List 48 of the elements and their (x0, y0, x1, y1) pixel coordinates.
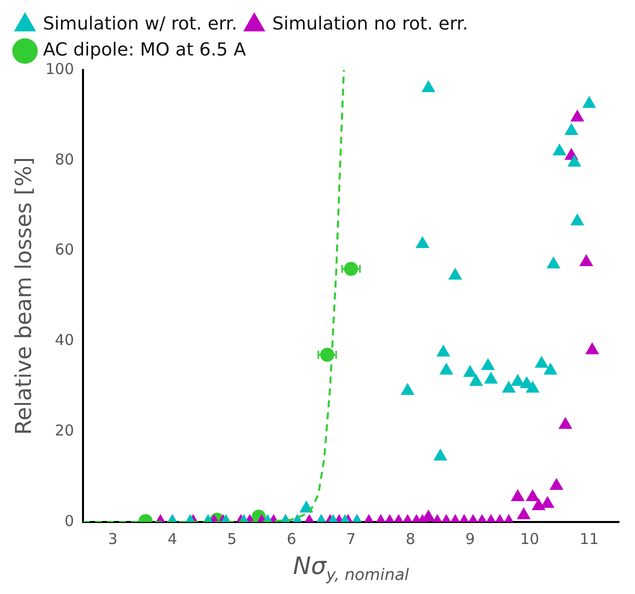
point (433, 448, 448, 460)
legend-label: AC dipole: MO at 6.5 A (43, 40, 247, 61)
point (416, 236, 430, 248)
y-axis-title: Relative beam losses [%] (12, 157, 37, 435)
y-tick-label: 80 (54, 150, 74, 168)
point (436, 344, 450, 356)
x-tick-label: 3 (108, 530, 118, 548)
y-tick-label: 60 (54, 240, 74, 259)
point (422, 80, 436, 92)
point (570, 213, 584, 226)
point (439, 362, 454, 375)
y-tick-label: 100 (45, 60, 74, 78)
point (552, 143, 566, 156)
point (585, 342, 600, 354)
point (481, 358, 495, 370)
point (400, 382, 415, 395)
y-tick-label: 40 (54, 331, 74, 350)
point (558, 416, 572, 429)
point (463, 364, 478, 377)
x-tick-label: 7 (346, 530, 356, 548)
point (299, 500, 314, 512)
point (567, 154, 582, 167)
x-tick-label: 6 (286, 530, 296, 548)
x-tick-label: 10 (520, 530, 540, 548)
x-tick-label: 5 (227, 530, 237, 548)
point (540, 496, 554, 508)
point (534, 356, 549, 368)
x-tick-label: 4 (168, 530, 178, 548)
point (570, 109, 584, 122)
point (448, 268, 462, 280)
point (502, 380, 516, 393)
point (544, 362, 558, 375)
x-tick-label: 9 (465, 530, 475, 548)
y-tick-label: 20 (54, 421, 74, 440)
point (582, 96, 596, 108)
x-tick-label: 11 (580, 530, 599, 548)
point (469, 374, 484, 386)
point (546, 256, 560, 268)
point (564, 123, 578, 136)
legend-label: Simulation no rot. err. (272, 14, 468, 35)
point (526, 380, 540, 393)
point (579, 254, 594, 266)
point (550, 478, 564, 490)
legend-label: Simulation w/ rot. err. (43, 14, 238, 35)
y-tick-label: 0 (64, 512, 74, 530)
x-tick-label: 8 (406, 530, 416, 548)
point (484, 372, 498, 384)
point (510, 374, 525, 386)
